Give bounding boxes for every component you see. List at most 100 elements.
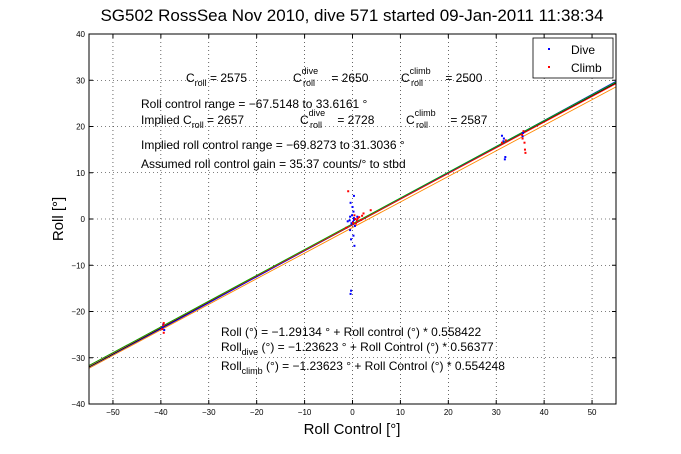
dive-point [346, 220, 349, 223]
dive-point [352, 218, 355, 221]
roll-control-range: Roll control range = −67.5148 to 33.6161… [141, 97, 367, 111]
dive-point [522, 131, 525, 134]
dive-point [349, 229, 352, 232]
dive-point [352, 217, 355, 220]
roll-control-gain: Assumed roll control gain = 35.37 counts… [141, 157, 406, 171]
dive-point [353, 244, 356, 247]
climb-point [369, 209, 372, 212]
c-roll-annotation: Croll = 2575 [186, 71, 247, 88]
dive-point [163, 329, 166, 331]
c-climb-annotation: Cclimb roll = 2500 [401, 66, 483, 88]
y-tick-label: 30 [76, 76, 85, 85]
climb-point [351, 221, 354, 224]
x-tick-label: −20 [250, 408, 264, 417]
dive-point [353, 224, 356, 227]
x-tick-label: 50 [588, 408, 597, 417]
dive-point [350, 289, 353, 292]
climb-point [347, 190, 350, 193]
y-tick-label: −40 [71, 400, 85, 409]
climb-point [162, 322, 165, 325]
climb-point [353, 214, 356, 217]
climb-point [360, 218, 363, 221]
dive-point [349, 201, 352, 204]
fit-line [88, 86, 617, 369]
legend-box [532, 37, 614, 79]
dive-point [351, 214, 354, 217]
climb-point [524, 151, 527, 154]
dive-point [352, 234, 355, 237]
climb-point [161, 328, 164, 331]
implied-c-climb: Cclimb roll = 2587 [406, 108, 488, 130]
scatter-points [161, 130, 527, 334]
climb-point [361, 214, 364, 217]
dive-point [502, 137, 505, 140]
dive-point [349, 292, 352, 295]
dive-point [161, 326, 164, 329]
dive-point [350, 222, 353, 225]
legend-dive-label: Dive [571, 43, 595, 57]
climb-point [162, 331, 165, 334]
chart-title: SG502 RossSea Nov 2010, dive 571 started… [100, 6, 603, 25]
climb-point [504, 139, 507, 142]
y-tick-label: −10 [71, 261, 85, 270]
grid [89, 34, 616, 404]
dive-point [348, 219, 351, 222]
dive-point [351, 205, 354, 208]
y-tick-label: 0 [81, 215, 86, 224]
fit-equation-climb: Rollclimb (°) = −1.23623 ° + Roll Contro… [221, 359, 505, 376]
dive-point [352, 194, 355, 197]
x-tick-label: 0 [350, 408, 355, 417]
dive-point [502, 140, 505, 143]
dive-point [356, 215, 359, 218]
legend-climb-label: Climb [571, 61, 602, 75]
dive-point [349, 215, 352, 218]
legend-dive-marker [548, 48, 550, 50]
dive-point [352, 210, 355, 213]
x-tick-label: 30 [492, 408, 501, 417]
dive-point [350, 238, 353, 241]
dive-point [521, 135, 524, 138]
climb-point [521, 133, 524, 136]
climb-point [354, 222, 357, 225]
climb-point [162, 324, 165, 327]
fit-equation-dive: Rolldive (°) = −1.23623 ° + Roll Control… [221, 340, 494, 357]
climb-point [521, 137, 524, 140]
climb-point [356, 217, 359, 220]
y-tick-label: −30 [71, 354, 85, 363]
climb-point [522, 130, 525, 133]
legend: Dive Climb [532, 37, 614, 79]
dive-point [504, 156, 507, 159]
y-tick-label: 10 [76, 169, 85, 178]
y-tick-label: −20 [71, 308, 85, 317]
climb-point [354, 218, 357, 220]
climb-point [355, 219, 358, 222]
climb-point [523, 141, 526, 144]
legend-climb-marker [548, 66, 550, 68]
implied-c-roll: Implied Croll = 2657 [141, 113, 244, 130]
x-tick-label: −30 [202, 408, 216, 417]
implied-roll-control-range: Implied roll control range = −69.8273 to… [141, 138, 405, 152]
climb-point [523, 148, 526, 151]
dive-point [503, 158, 506, 161]
climb-point [345, 226, 348, 229]
x-tick-label: −50 [106, 408, 120, 417]
y-tick-label: 40 [76, 30, 85, 39]
annotations: Croll = 2575 Cdive roll = 2650 Cclimb roll… [141, 66, 505, 376]
dive-point [500, 134, 503, 137]
tick-marks: −50 −40 −30 −20 −10 0 10 20 30 40 50 −40 −30 −20 −10 0 1… [71, 30, 616, 417]
x-tick-label: −10 [298, 408, 312, 417]
climb-point [500, 141, 503, 144]
x-tick-label: −40 [154, 408, 168, 417]
x-tick-label: 20 [444, 408, 453, 417]
y-tick-label: 20 [76, 123, 85, 132]
fit-equation-all: Roll (°) = −1.29134 ° + Roll control (°)… [221, 325, 482, 339]
implied-c-dive: Cdive roll = 2728 [300, 108, 375, 130]
climb-point [358, 216, 361, 219]
x-tick-label: 10 [396, 408, 405, 417]
y-axis-label: Roll [°] [50, 197, 67, 241]
x-tick-label: 40 [540, 408, 549, 417]
x-axis-label: Roll Control [°] [304, 421, 401, 438]
c-dive-annotation: Cdive roll = 2650 [293, 66, 369, 88]
climb-point [362, 212, 365, 215]
